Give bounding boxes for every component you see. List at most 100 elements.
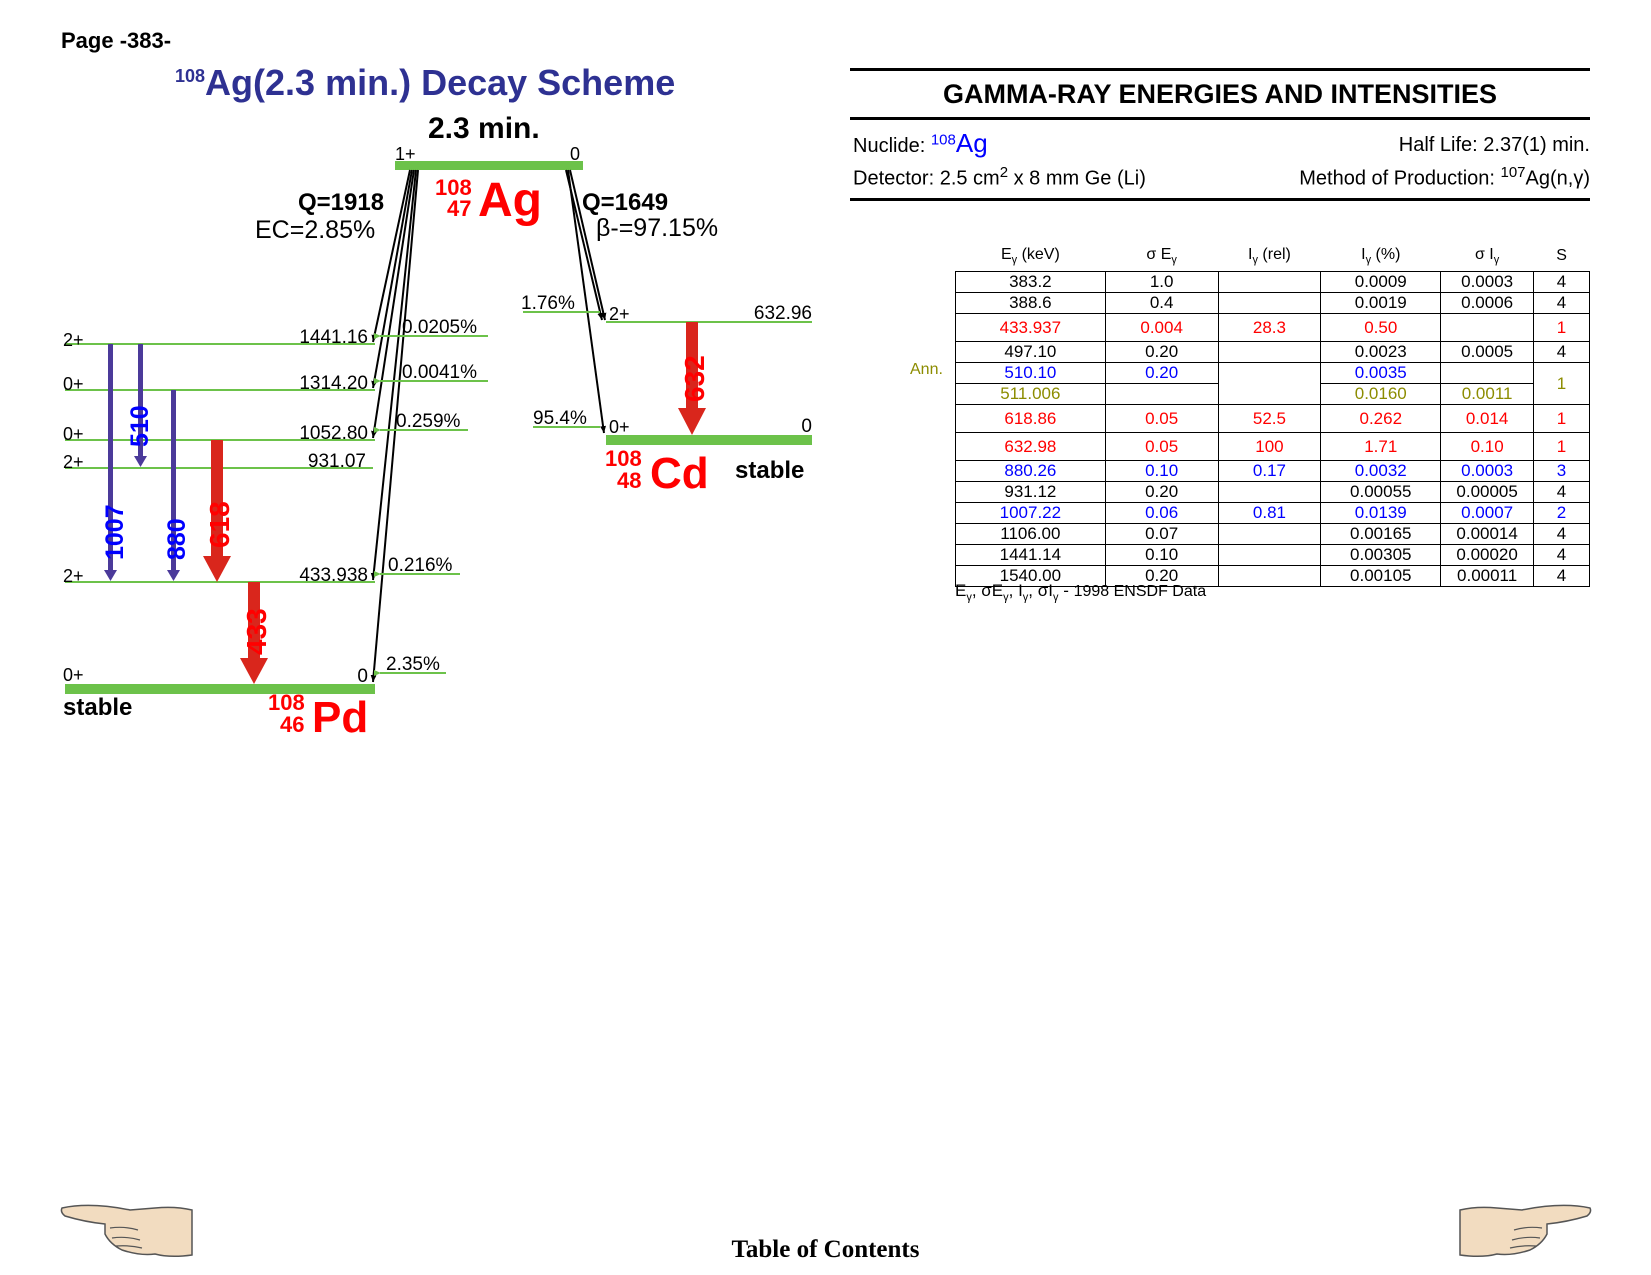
table-cell	[1104, 383, 1219, 405]
table-cell	[1217, 271, 1322, 293]
ec-line-1052	[371, 169, 415, 439]
cd-spin-ground: 0+	[609, 417, 630, 437]
table-row: 433.937 0.004 28.3 0.50 1	[955, 313, 1590, 342]
table-cell: 388.6	[955, 292, 1106, 314]
parent-half-life: 2.3 min.	[428, 112, 540, 145]
table-cell	[1217, 362, 1322, 405]
cd-energy-ground: 0	[801, 416, 812, 437]
table-row: 497.10 0.20 0.0023 0.0005 4	[955, 341, 1590, 363]
table-cell: 4	[1533, 544, 1590, 566]
detector-info: Detector: 2.5 cm2 x 8 mm Ge (Li)	[853, 164, 1146, 191]
ec-q-value: Q=1918	[298, 189, 384, 216]
table-cell: 0.00020	[1440, 544, 1535, 566]
table-cell: 0.0032	[1320, 460, 1442, 482]
cd-energy-632: 632.96	[754, 303, 812, 324]
table-cell: 931.12	[955, 481, 1106, 503]
table-cell	[1440, 362, 1535, 384]
table-cell	[1217, 341, 1322, 363]
table-of-contents-link[interactable]: Table of Contents	[731, 1236, 920, 1263]
table-row: 618.86 0.05 52.5 0.262 0.014 1	[955, 404, 1590, 433]
table-cell: 2	[1533, 502, 1590, 524]
table-cell: 1.71	[1320, 432, 1442, 461]
table-cell: 0.10	[1104, 460, 1219, 482]
production-text: Method of Production:	[1299, 167, 1501, 190]
table-cell: 0.0003	[1440, 460, 1535, 482]
pointing-hand-left-icon[interactable]	[60, 1200, 200, 1260]
gamma-1007-label: 1007	[101, 504, 129, 560]
table-row: 511.006 0.0160 0.0011	[955, 383, 1590, 405]
ec-line-1314	[371, 169, 413, 389]
table-cell: 618.86	[955, 404, 1106, 433]
production-sup: 107	[1500, 164, 1526, 181]
table-cell: 383.2	[955, 271, 1106, 293]
detector-sup: 2	[999, 164, 1009, 181]
beta-line-632b	[569, 169, 607, 321]
table-cell: 0.00014	[1440, 523, 1535, 545]
gamma-table: Eγ (keV) σ Eγ Iγ (rel) Iγ (%) σ Iγ S 383…	[955, 241, 1590, 587]
pd-spin-931: 2+	[63, 452, 84, 472]
decay-scheme-title: 108Ag(2.3 min.) Decay Scheme	[175, 62, 675, 104]
pd-feed-433: 0.216%	[388, 555, 453, 576]
table-row: 931.12 0.20 0.00055 0.00005 4	[955, 481, 1590, 503]
cd-symbol: Cd	[650, 449, 709, 498]
table-cell: 0.0006	[1440, 292, 1535, 314]
table-cell: 4	[1533, 271, 1590, 293]
table-cell: 1106.00	[955, 523, 1106, 545]
pd-mass-number: 108	[268, 690, 305, 715]
table-cell: 100	[1217, 432, 1322, 461]
gamma-632-label: 632	[679, 355, 710, 402]
table-cell: 0.0160	[1320, 383, 1442, 405]
col-int-unc: σ Iγ	[1474, 245, 1500, 267]
table-cell: 0.20	[1104, 362, 1219, 384]
table-row: 388.6 0.4 0.0019 0.0006 4	[955, 292, 1590, 314]
gamma-510-label: 510	[126, 405, 154, 447]
table-cell: 0.50	[1320, 313, 1442, 342]
pd-energy-931: 931.07	[308, 451, 366, 472]
pd-feed-1314: 0.0041%	[402, 362, 477, 383]
pd-symbol: Pd	[312, 693, 368, 742]
table-cell: 0.0035	[1320, 362, 1442, 384]
table-cell: 0.00165	[1320, 523, 1442, 545]
nuclide-label: Nuclide:	[853, 135, 926, 157]
gamma-433-label: 433	[241, 608, 272, 655]
gamma-632-arrow	[678, 322, 706, 435]
table-cell: 880.26	[955, 460, 1106, 482]
table-cell: 0.4	[1104, 292, 1219, 314]
table-cell: 0.00305	[1320, 544, 1442, 566]
table-cell: 4	[1533, 292, 1590, 314]
parent-level-bar	[395, 161, 583, 170]
decay-scheme-diagram: 2.3 min. 1+ 0 108 47 Ag Q=1918 EC=2.85% …	[63, 112, 812, 742]
pointing-hand-right-icon[interactable]	[1452, 1200, 1592, 1260]
table-cell: 1	[1533, 313, 1590, 342]
pd-stable-label: stable	[63, 694, 132, 721]
nuclide-info: Nuclide: 108Ag	[853, 128, 988, 159]
table-cell: 4	[1533, 341, 1590, 363]
parent-energy: 0	[570, 144, 580, 164]
table-cell: 0.00105	[1320, 565, 1442, 587]
table-cell: 0.262	[1320, 404, 1442, 433]
table-cell	[1440, 313, 1535, 342]
gamma-panel-title: GAMMA-RAY ENERGIES AND INTENSITIES	[850, 68, 1590, 120]
cd-feed-ground: 95.4%	[533, 408, 587, 429]
table-row: 880.26 0.10 0.17 0.0032 0.0003 3	[955, 460, 1590, 482]
half-life-info: Half Life: 2.37(1) min.	[1398, 134, 1590, 156]
table-row: 510.10 0.20 0.0035 1	[955, 362, 1590, 405]
table-cell	[1217, 523, 1322, 545]
pd-energy-1314: 1314.20	[299, 373, 368, 394]
table-cell: 1.0	[1104, 271, 1219, 293]
ec-line-1441	[371, 169, 411, 343]
parent-symbol: Ag	[478, 174, 542, 227]
pd-spin-1314: 0+	[63, 374, 84, 394]
cd-feed-632: 1.76%	[521, 293, 575, 314]
beta-fraction: β-=97.15%	[596, 214, 718, 242]
gamma-433-arrow	[240, 582, 268, 684]
table-row: 632.98 0.05 100 1.71 0.10 1	[955, 432, 1590, 461]
gamma-1007-arrow	[104, 344, 117, 581]
table-cell: 1	[1533, 362, 1590, 405]
table-cell: 511.006	[955, 383, 1106, 405]
table-cell: 4	[1533, 565, 1590, 587]
gamma-618-label: 618	[204, 501, 235, 548]
gamma-880-label: 880	[163, 518, 191, 560]
beta-q-value: Q=1649	[582, 189, 668, 216]
detector-text: Detector: 2.5 cm	[853, 167, 1000, 190]
